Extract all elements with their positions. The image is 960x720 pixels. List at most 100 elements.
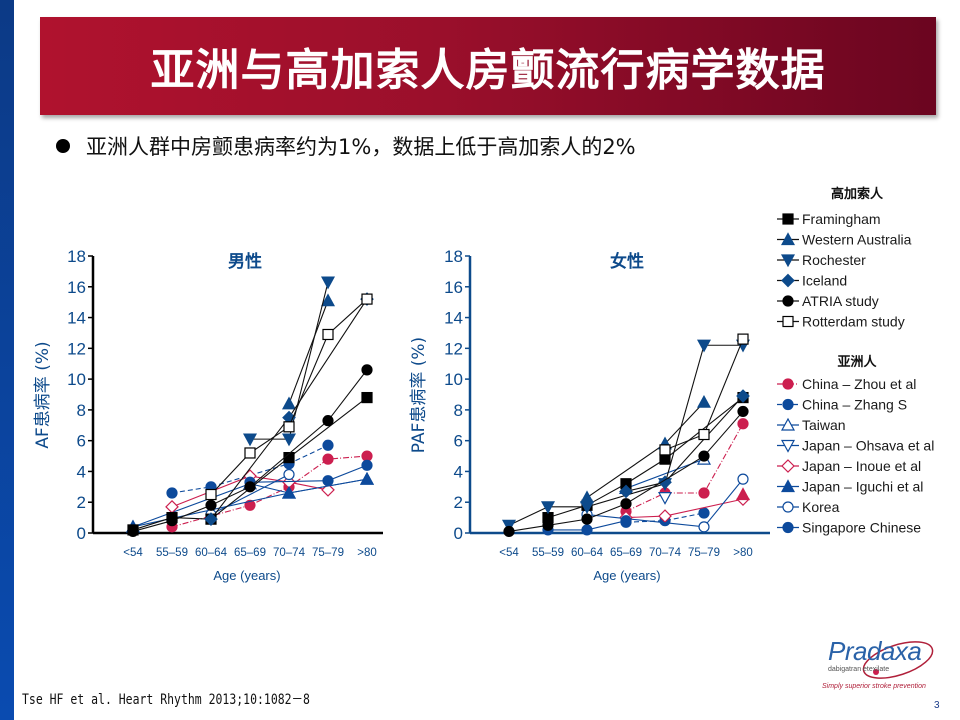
- x-tick-label: 70–74: [649, 547, 682, 559]
- legend-marker: [780, 439, 796, 453]
- legend-marker: [781, 273, 795, 288]
- data-point: [658, 475, 672, 490]
- legend-item: Rochester: [777, 252, 866, 268]
- legend-marker: [780, 232, 796, 246]
- y-tick-label: 0: [77, 524, 86, 543]
- legend-label: Taiwan: [802, 417, 846, 433]
- legend-item: Korea: [777, 499, 840, 515]
- data-point: [204, 512, 218, 526]
- data-point: [283, 421, 295, 433]
- data-point: [579, 501, 595, 515]
- data-point: [619, 484, 633, 499]
- series-iceland: [619, 389, 750, 499]
- x-axis-label: Age (years): [213, 568, 280, 583]
- left-accent-bar: [0, 0, 14, 720]
- series-line: [132, 369, 368, 532]
- legend-marker: [780, 479, 796, 493]
- data-point: [698, 428, 710, 441]
- data-point: [501, 519, 517, 533]
- series-japan-ohsava-et-al: [657, 492, 673, 505]
- x-tick-label: <54: [123, 547, 143, 559]
- data-point: [659, 453, 671, 465]
- data-point: [361, 391, 373, 404]
- legend-marker: [782, 213, 794, 225]
- page-number: 3: [934, 700, 940, 711]
- y-axis-label: PAF患病率 (%): [409, 337, 429, 453]
- data-point: [657, 492, 673, 505]
- legend-label: China – Zhou et al: [802, 376, 916, 392]
- data-point: [581, 524, 593, 536]
- x-tick-label: 55–59: [532, 547, 564, 559]
- legend-label: Rotterdam study: [802, 314, 905, 330]
- data-point: [320, 293, 336, 307]
- data-point: [205, 499, 217, 511]
- data-point: [698, 450, 710, 462]
- data-point: [322, 439, 334, 451]
- y-tick-label: 18: [67, 247, 86, 266]
- x-tick-label: 65–69: [234, 547, 266, 559]
- legend-item: ATRIA study: [777, 293, 879, 309]
- y-tick-label: 10: [67, 370, 86, 389]
- legend-label: Rochester: [802, 252, 866, 268]
- series-line: [508, 411, 744, 533]
- title-banner: 亚洲与高加索人房颤流行病学数据: [40, 17, 936, 115]
- chart-title: 男性: [228, 251, 262, 272]
- data-point: [579, 490, 595, 504]
- data-point: [359, 471, 375, 485]
- pradaxa-logo: Pradaxa dabigatran etexilate Simply supe…: [818, 636, 940, 696]
- x-tick-label: >80: [733, 547, 753, 559]
- legend-heading-caucasian: 高加索人: [831, 186, 884, 202]
- legend-item: Rotterdam study: [777, 314, 905, 330]
- series-atria-study: [127, 364, 373, 538]
- series-line: [586, 401, 705, 499]
- data-point: [322, 415, 334, 427]
- legend-marker: [782, 521, 794, 534]
- legend-item: Western Australia: [777, 232, 912, 248]
- y-tick-label: 2: [454, 493, 463, 512]
- citation: Tse HF et al. Heart Rhythm 2013;10:1082－…: [22, 692, 310, 708]
- data-point: [540, 501, 556, 515]
- data-point: [361, 364, 373, 376]
- legend-label: Iceland: [802, 273, 847, 289]
- slide-title: 亚洲与高加索人房颤流行病学数据: [150, 45, 826, 96]
- series-line: [625, 512, 705, 523]
- y-tick-label: 4: [454, 462, 463, 481]
- data-point: [503, 525, 515, 538]
- series-rotterdam-study: [659, 333, 749, 456]
- y-tick-label: 10: [444, 370, 463, 389]
- legend-marker: [780, 254, 796, 268]
- series-line: [171, 455, 368, 528]
- logo-swoosh-icon: [862, 641, 934, 679]
- legend-label: Japan – Ohsava et al: [802, 438, 934, 454]
- legend-marker: [782, 295, 794, 307]
- legend-label: Japan – Inoue et al: [802, 458, 921, 474]
- series-china-zhou-et-al: [166, 450, 373, 533]
- legend-label: Japan – Iguchi et al: [802, 479, 923, 495]
- legend-marker: [780, 417, 796, 431]
- data-point: [281, 396, 297, 410]
- series-singapore-chinese: [244, 459, 373, 488]
- x-tick-label: >80: [357, 547, 377, 559]
- data-point: [696, 394, 712, 408]
- data-point: [127, 525, 139, 538]
- data-point: [581, 513, 593, 525]
- y-tick-label: 12: [444, 339, 463, 358]
- legend-label: Western Australia: [802, 232, 912, 248]
- legend-label: China – Zhang S: [802, 397, 907, 413]
- data-point: [281, 433, 297, 447]
- data-point: [166, 487, 178, 499]
- data-point: [244, 481, 256, 493]
- logo-tagline: Simply superior stroke prevention: [822, 683, 926, 690]
- y-tick-label: 16: [444, 278, 463, 297]
- series-line: [249, 464, 368, 483]
- data-point: [542, 519, 554, 531]
- data-point: [205, 488, 217, 501]
- chart-title: 女性: [610, 251, 644, 272]
- legend-item: Taiwan: [777, 417, 846, 433]
- bullet-text: 亚洲人群中房颤患病率约为1%，数据上低于高加索人的2%: [86, 135, 636, 159]
- legend-item: Iceland: [777, 273, 847, 289]
- x-tick-label: <54: [499, 547, 519, 559]
- y-tick-label: 16: [67, 278, 86, 297]
- series-rotterdam-study: [205, 293, 373, 501]
